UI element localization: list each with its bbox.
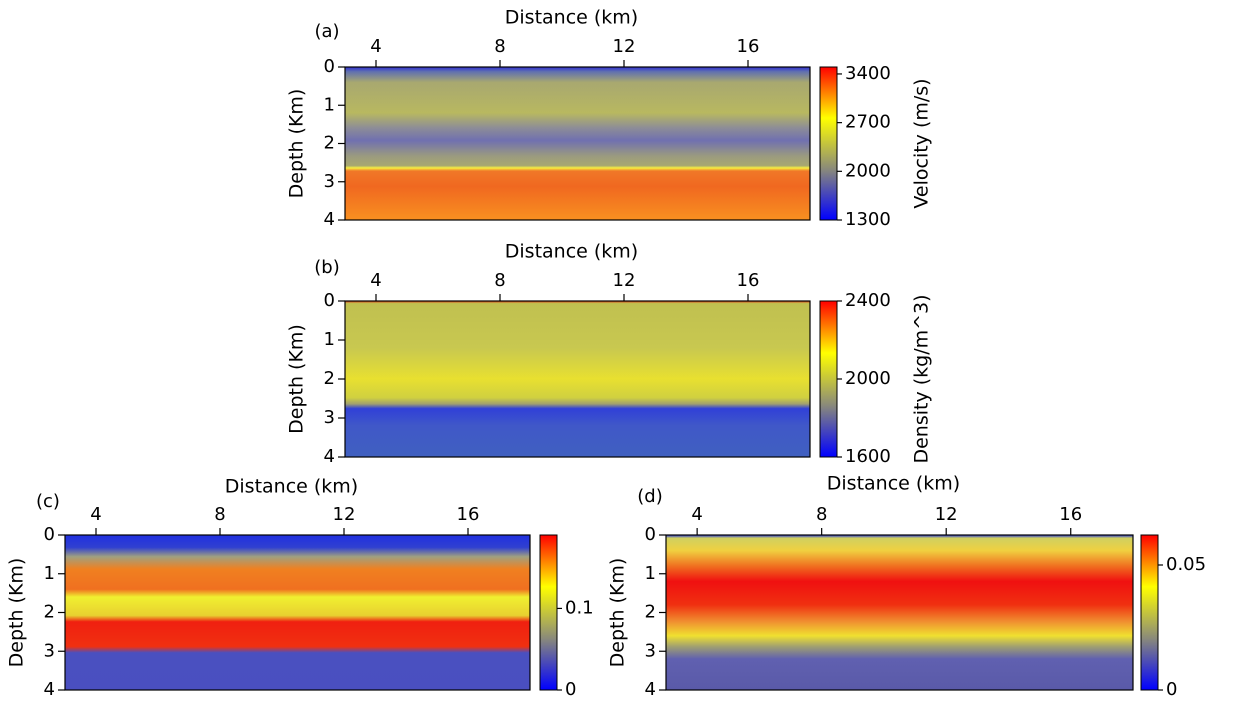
field <box>666 535 1133 690</box>
colorbar <box>819 66 838 221</box>
x-axis-label: Distance (km) <box>225 476 358 498</box>
y-tick-label: 2 <box>324 368 335 389</box>
y-axis-label: Depth (Km) <box>607 558 629 668</box>
colorbar-tick-label: 0.1 <box>565 597 594 618</box>
colorbar <box>819 300 838 458</box>
y-tick-label: 0 <box>324 290 335 311</box>
y-tick-label: 0 <box>44 524 55 545</box>
x-tick-label: 8 <box>494 270 505 291</box>
y-tick-label: 3 <box>645 640 656 661</box>
field <box>345 67 810 220</box>
x-tick-label: 8 <box>214 504 225 525</box>
y-tick-label: 3 <box>324 171 335 192</box>
colorbar-tick-label: 1600 <box>845 446 891 467</box>
panel-label: (b) <box>314 257 339 278</box>
colorbar <box>1140 534 1159 691</box>
y-tick-label: 4 <box>645 679 656 700</box>
x-tick-label: 12 <box>935 504 958 525</box>
y-tick-label: 1 <box>324 329 335 350</box>
y-tick-label: 4 <box>324 446 335 467</box>
field <box>345 301 810 457</box>
colorbar-tick-label: 3400 <box>845 63 891 84</box>
panel-label: (d) <box>637 486 662 507</box>
x-tick-label: 12 <box>333 504 356 525</box>
y-tick-label: 3 <box>44 640 55 661</box>
y-tick-label: 4 <box>324 209 335 230</box>
x-tick-label: 16 <box>737 36 760 57</box>
colorbar-tick-label: 2000 <box>845 368 891 389</box>
y-axis-label: Depth (Km) <box>6 558 28 668</box>
colorbar-tick-label: 1300 <box>845 209 891 230</box>
x-tick-label: 16 <box>737 270 760 291</box>
x-tick-label: 4 <box>370 270 381 291</box>
x-tick-label: 12 <box>613 36 636 57</box>
colorbar-tick-label: 0 <box>1166 679 1177 700</box>
colorbar-tick-label: 0 <box>565 679 576 700</box>
y-tick-label: 1 <box>44 563 55 584</box>
colorbar-label: Density (kg/m^3) <box>911 294 933 463</box>
panel-label: (c) <box>36 491 60 512</box>
x-tick-label: 4 <box>370 36 381 57</box>
y-tick-label: 0 <box>324 56 335 77</box>
y-tick-label: 1 <box>645 563 656 584</box>
y-axis-label: Depth (Km) <box>286 89 308 199</box>
colorbar-tick-label: 2400 <box>845 290 891 311</box>
y-tick-label: 3 <box>324 407 335 428</box>
x-tick-label: 4 <box>90 504 101 525</box>
x-tick-label: 12 <box>613 270 636 291</box>
y-tick-label: 2 <box>324 133 335 154</box>
x-tick-label: 4 <box>691 504 702 525</box>
y-tick-label: 4 <box>44 679 55 700</box>
y-tick-label: 2 <box>44 602 55 623</box>
x-tick-label: 8 <box>494 36 505 57</box>
x-axis-label: Distance (km) <box>505 7 638 29</box>
y-tick-label: 0 <box>645 524 656 545</box>
y-tick-label: 2 <box>645 602 656 623</box>
colorbar <box>539 534 558 691</box>
x-tick-label: 8 <box>816 504 827 525</box>
colorbar-label: Velocity (m/s) <box>911 78 933 208</box>
colorbar-tick-label: 2000 <box>845 160 891 181</box>
x-tick-label: 16 <box>1059 504 1082 525</box>
y-tick-label: 1 <box>324 94 335 115</box>
x-axis-label: Distance (km) <box>505 241 638 263</box>
y-axis-label: Depth (Km) <box>286 324 308 434</box>
x-axis-label: Distance (km) <box>827 473 960 495</box>
colorbar-tick-label: 2700 <box>845 112 891 133</box>
colorbar-tick-label: 0.05 <box>1166 554 1206 575</box>
x-tick-label: 16 <box>457 504 480 525</box>
field <box>65 535 530 690</box>
panel-label: (a) <box>314 21 339 42</box>
